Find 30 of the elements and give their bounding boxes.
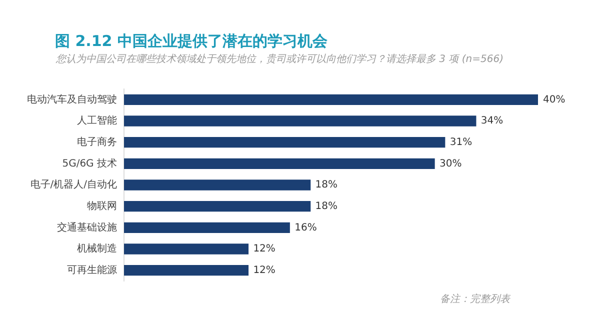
y-tick-label: 5G/6G 技术	[62, 157, 117, 170]
y-tick-label: 人工智能	[77, 114, 117, 127]
chart-title: 图 2.12 中国企业提供了潜在的学习机会	[55, 32, 328, 51]
y-tick-label: 物联网	[87, 200, 117, 212]
bar	[124, 201, 311, 212]
y-tick-label: 机械制造	[77, 242, 117, 255]
bar	[124, 265, 249, 276]
data-label: 18%	[315, 200, 338, 212]
data-label: 12%	[253, 244, 276, 255]
bar	[124, 222, 290, 233]
y-tick-label: 可再生能源	[67, 264, 117, 276]
y-tick-label: 电子商务	[77, 136, 117, 148]
y-tick-label: 交通基础设施	[57, 221, 117, 234]
data-label: 12%	[253, 264, 276, 276]
bar	[124, 116, 476, 126]
y-tick-label: 电子/机器人/自动化	[30, 178, 117, 191]
bar	[124, 180, 311, 190]
y-tick-label: 电动汽车及自动驾驶	[27, 93, 117, 106]
chart-subtitle: 您认为中国公司在哪些技术领域处于领先地位，贵司或许可以向他们学习？请选择最多 3 项 (n=566)	[56, 52, 504, 66]
bar	[124, 137, 446, 148]
data-label: 40%	[543, 94, 566, 106]
data-label: 31%	[450, 136, 472, 148]
bar	[124, 244, 249, 254]
text: 备注：完整列表	[440, 292, 510, 306]
data-label: 30%	[440, 158, 462, 170]
bar	[124, 94, 538, 105]
data-label: 16%	[294, 222, 317, 234]
data-label: 18%	[315, 180, 338, 191]
data-label: 34%	[480, 116, 504, 127]
bar	[124, 158, 435, 169]
